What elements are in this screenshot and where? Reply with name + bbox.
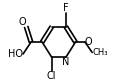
Text: O: O — [19, 17, 26, 27]
Text: N: N — [62, 57, 69, 67]
Text: CH₃: CH₃ — [91, 48, 107, 57]
Text: O: O — [84, 37, 92, 47]
Text: F: F — [63, 3, 68, 13]
Text: HO: HO — [8, 49, 23, 59]
Text: Cl: Cl — [46, 71, 56, 81]
